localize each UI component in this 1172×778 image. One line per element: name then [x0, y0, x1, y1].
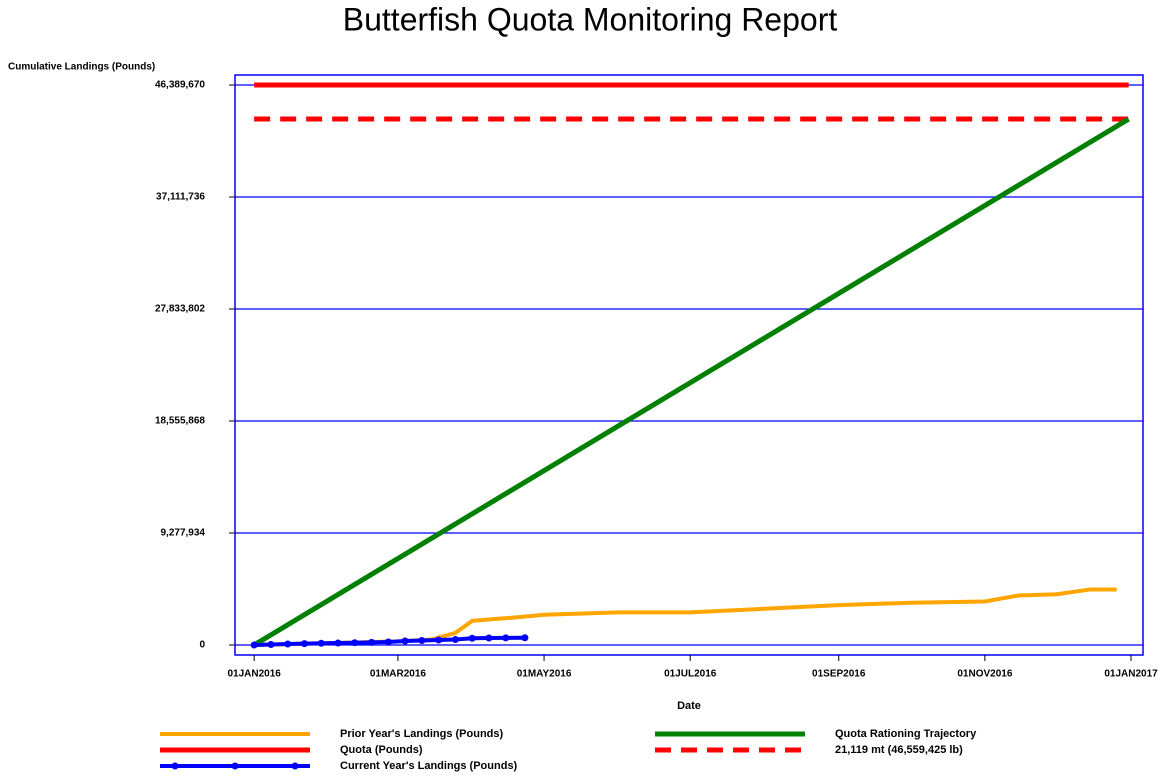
series-line [254, 587, 1117, 647]
y-tick-label: 27,833,802 [155, 304, 205, 315]
y-tick-label: 18,555,868 [155, 416, 205, 427]
x-tick-label: 01SEP2016 [812, 669, 866, 680]
y-tick-label: 46,389,670 [155, 80, 205, 91]
point [468, 634, 476, 642]
x-tick-label: 01JAN2017 [1104, 669, 1158, 680]
point [317, 639, 325, 647]
y-tick-label: 9,277,934 [161, 528, 206, 539]
point [334, 639, 342, 647]
point [521, 634, 529, 642]
legend-label: 21,119 mt (46,559,425 lb) [835, 744, 963, 756]
point [485, 634, 493, 642]
x-tick-label: 01NOV2016 [957, 669, 1012, 680]
point [384, 638, 392, 646]
legend-label: Quota (Pounds) [340, 744, 423, 756]
legend-label: Current Year's Landings (Pounds) [340, 760, 518, 772]
y-tick-label: 0 [199, 640, 205, 651]
point [418, 637, 426, 645]
point [284, 640, 292, 648]
point [502, 634, 510, 642]
point [267, 640, 275, 648]
y-axis-label: Cumulative Landings (Pounds) [8, 62, 155, 73]
point [435, 636, 443, 644]
point [250, 641, 258, 649]
x-tick-label: 01JUL2016 [664, 669, 717, 680]
legend-marker [291, 762, 299, 770]
point [401, 637, 409, 645]
legend-marker [231, 762, 239, 770]
point [300, 640, 308, 648]
point [451, 636, 459, 644]
x-tick-label: 01JAN2016 [227, 669, 281, 680]
y-tick-label: 37,111,736 [156, 192, 205, 203]
chart-title: Butterfish Quota Monitoring Report [343, 1, 838, 37]
legend-label: Quota Rationing Trajectory [835, 728, 977, 740]
plot-frame [234, 74, 1144, 656]
legend-marker [171, 762, 179, 770]
point [351, 639, 359, 647]
x-tick-label: 01MAR2016 [370, 669, 427, 680]
series-line [252, 116, 1130, 648]
x-tick-label: 01MAY2016 [517, 669, 572, 680]
point [368, 638, 376, 646]
x-axis-label: Date [677, 700, 701, 712]
legend-label: Prior Year's Landings (Pounds) [340, 728, 504, 740]
